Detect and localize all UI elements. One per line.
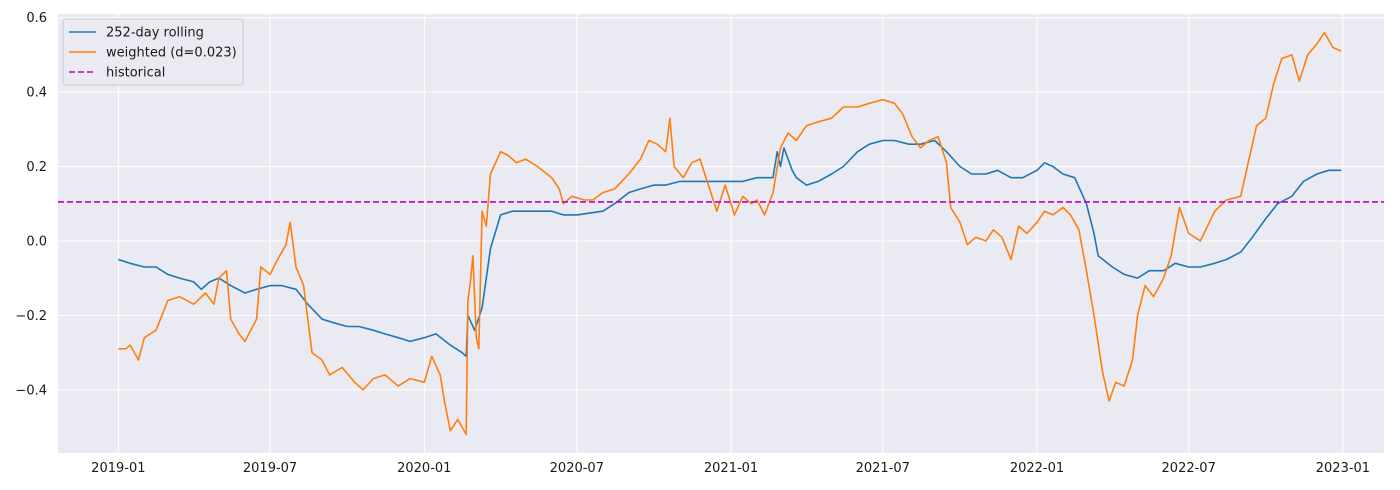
series-line-1 [118, 139, 1342, 358]
x-tick-label: 2019-01 [91, 461, 145, 476]
x-tick-label: 2021-07 [856, 461, 910, 476]
y-tick-label: −0.2 [15, 309, 47, 324]
x-tick-label: 2022-07 [1162, 461, 1216, 476]
x-tick-label: 2022-01 [1010, 461, 1064, 476]
legend-label: historical [106, 66, 165, 81]
grid-lines [58, 14, 1384, 453]
y-tick-label: 0.6 [26, 11, 47, 26]
series-lines [58, 31, 1384, 436]
legend: 252-day rolling weighted (d=0.023) histori… [62, 18, 244, 86]
y-tick-label: 0.0 [26, 234, 47, 249]
plot-area [58, 14, 1384, 453]
legend-box [62, 18, 244, 86]
series-line-2 [118, 31, 1342, 436]
y-axis-ticks: −0.4 −0.2 0.0 0.2 0.4 0.6 [15, 11, 47, 398]
x-tick-label: 2019-07 [243, 461, 297, 476]
y-tick-label: 0.2 [26, 160, 47, 175]
x-tick-label: 2021-01 [704, 461, 758, 476]
x-tick-label: 2023-01 [1316, 461, 1370, 476]
x-axis-ticks: 2019-01 2019-07 2020-01 2020-07 2021-01 2021-… [91, 461, 1370, 476]
x-tick-label: 2020-07 [550, 461, 604, 476]
legend-label: 252-day rolling [106, 26, 204, 41]
x-tick-label: 2020-01 [397, 461, 451, 476]
y-tick-label: −0.4 [15, 383, 47, 398]
y-tick-label: 0.4 [26, 86, 47, 101]
legend-label: weighted (d=0.023) [106, 46, 237, 61]
